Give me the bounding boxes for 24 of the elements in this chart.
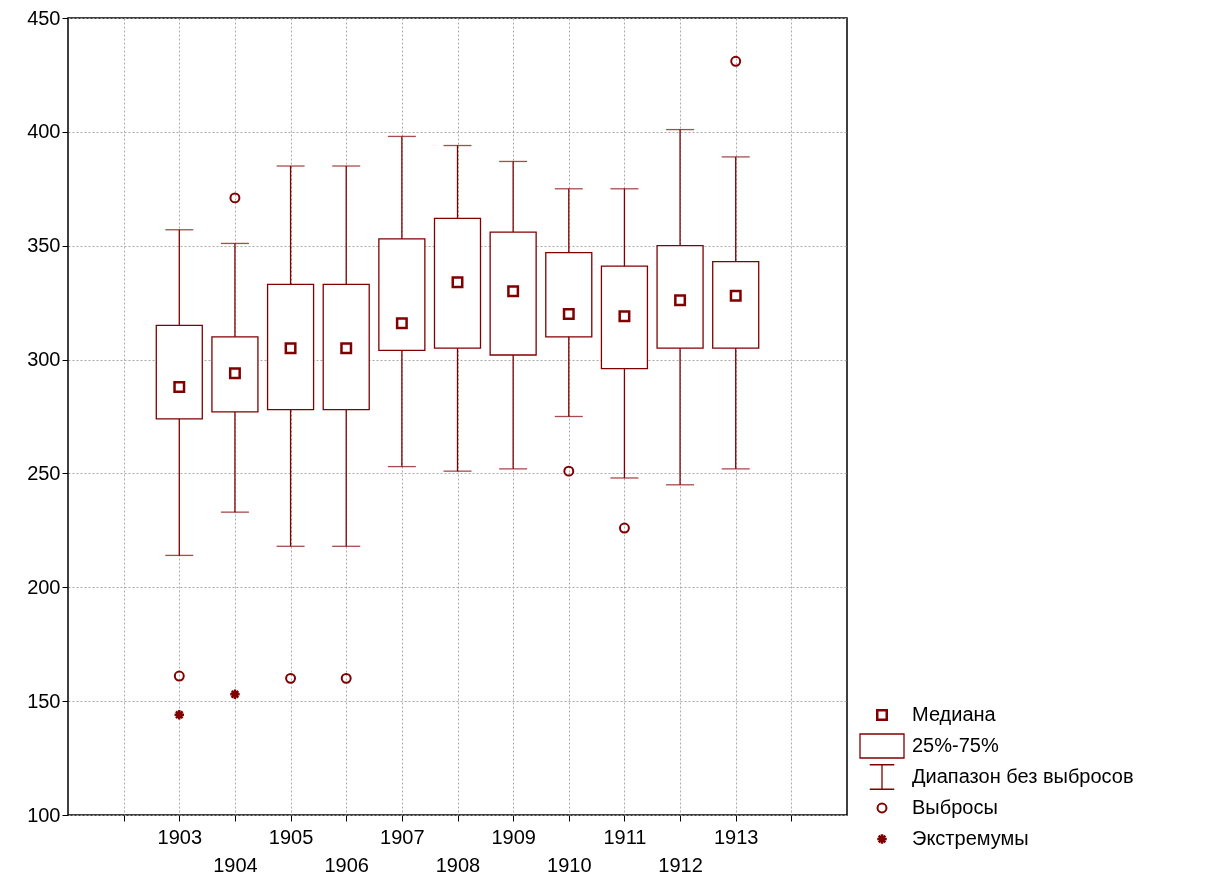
x-tick-label: 1912 xyxy=(658,853,703,876)
y-tick-label: 300 xyxy=(27,348,61,371)
y-tick-label: 150 xyxy=(27,689,61,712)
y-tick-label: 250 xyxy=(27,461,61,484)
y-tick-label: 450 xyxy=(27,6,61,29)
x-tick-label: 1908 xyxy=(435,853,481,876)
x-tick-label: 1905 xyxy=(268,825,314,848)
text: Экстремумы xyxy=(912,827,1029,849)
x-tick-label: 1906 xyxy=(324,853,369,876)
text: Выбросы xyxy=(912,796,998,818)
text: Диапазон без выбросов xyxy=(912,765,1134,787)
y-tick-label: 100 xyxy=(27,803,61,826)
x-tick-label: 1913 xyxy=(713,825,759,848)
y-tick-label: 350 xyxy=(27,234,61,257)
x-tick-label: 1911 xyxy=(603,825,647,848)
x-tick-label: 1907 xyxy=(380,825,425,848)
text: 25%-75% xyxy=(912,734,999,756)
x-tick-label: 1903 xyxy=(157,825,203,848)
y-tick-label: 200 xyxy=(27,575,61,598)
x-tick-label: 1909 xyxy=(491,825,536,848)
x-tick-label: 1910 xyxy=(547,853,592,876)
y-tick-label: 400 xyxy=(27,120,61,143)
x-tick-label: 1904 xyxy=(213,853,258,876)
text: Медиана xyxy=(912,703,997,725)
